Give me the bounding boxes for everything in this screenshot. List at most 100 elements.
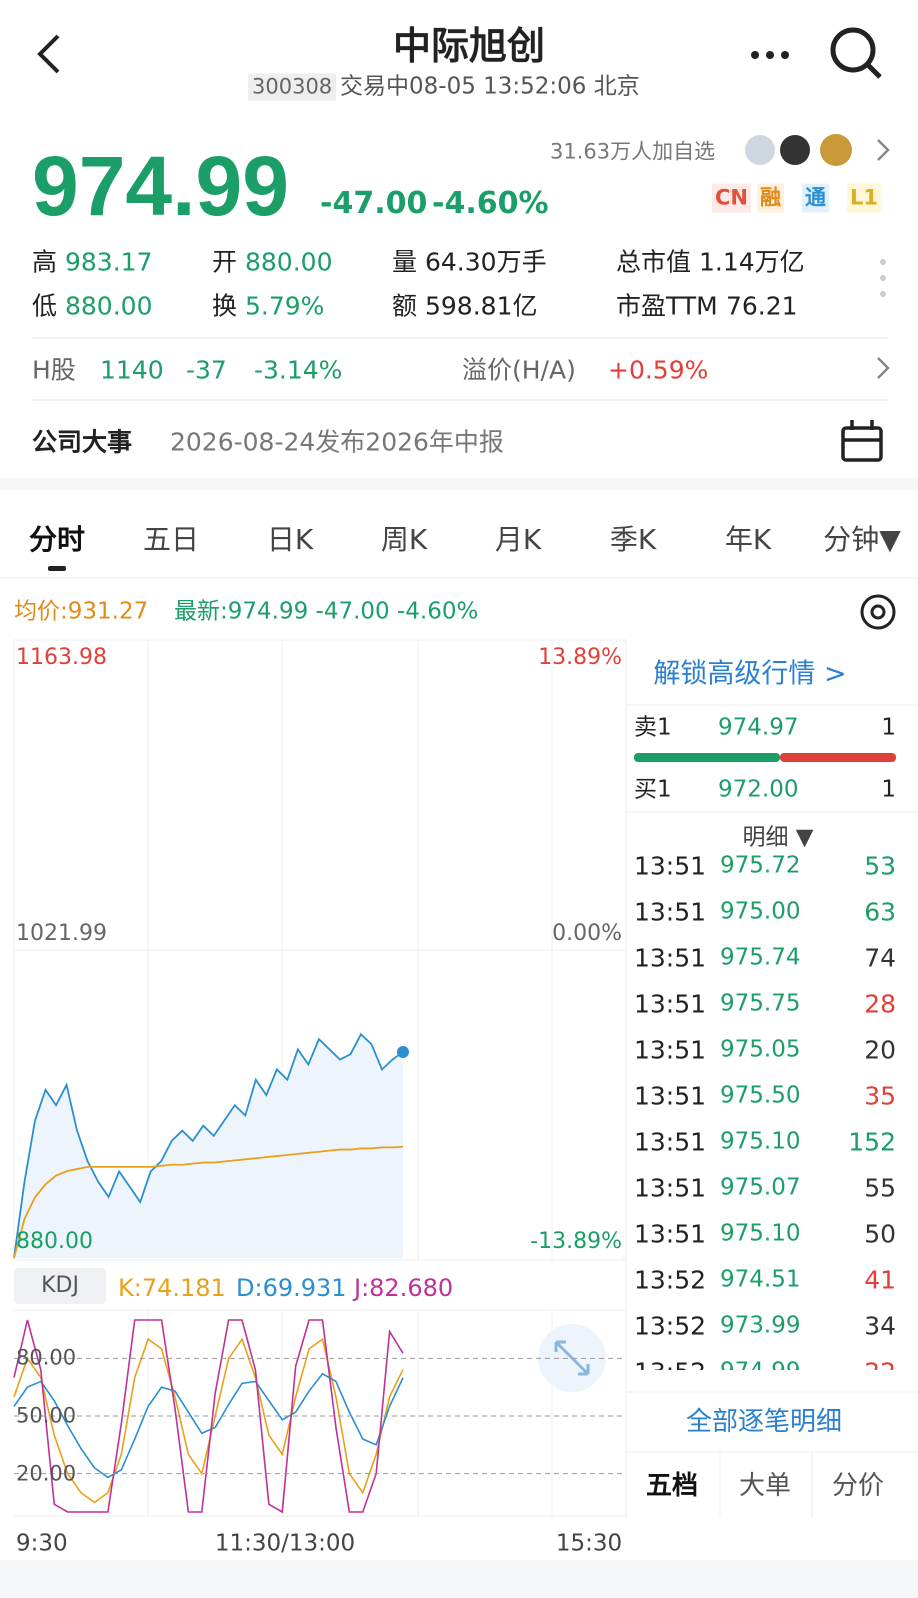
trade-price: 975.50 [720,1082,801,1109]
y2-tick-label: -13.89% [530,1229,622,1254]
watchers: 31.63万人加自选 [550,139,716,164]
change: -47.00 [320,186,428,221]
trade-time: 13:51 [634,1081,707,1111]
unlock-link[interactable]: 解锁高级行情 > [653,658,847,690]
trade-price: 975.00 [720,898,801,925]
h-share-price: 1140 [100,355,164,385]
stat-label: 低 [32,291,58,321]
chevron[interactable] [877,357,890,379]
tab[interactable]: 分时 [28,523,86,556]
stat-value: 983.17 [65,247,153,277]
change-pct: -4.60% [432,186,549,221]
tab[interactable]: 分钟▼ [823,523,901,556]
h-share-pct: -3.14% [254,355,343,385]
trade-volume: 20 [864,1035,896,1065]
latest-price: 最新:974.99 -47.00 -4.60% [174,598,479,625]
stat-value: 880.00 [65,291,153,321]
trade-price: 975.72 [720,852,801,879]
trade-time: 13:51 [634,897,707,927]
stat-value: 880.00 [245,247,333,277]
stat-value: 76.21 [726,291,798,321]
trade-volume: 74 [864,943,896,973]
kdj-line [13,1337,404,1504]
latest-dot [397,1045,409,1058]
buy-price: 972.00 [718,776,799,803]
stat-label: 市盈TTM [616,291,718,321]
trade-volume: 152 [848,1127,896,1157]
trade-volume: 35 [864,1081,896,1111]
tab[interactable]: 日K [266,523,314,556]
y-tick-label: 1163.98 [16,645,107,670]
trade-price: 975.10 [720,1128,801,1155]
sell-volume: 1 [881,714,896,741]
trade-time: 13:52 [634,1311,707,1341]
badge: CN [712,183,751,213]
calendar-icon[interactable] [841,420,883,462]
kdj-legend: K:74.181 [118,1274,226,1302]
stock-code: 300308 [248,73,337,101]
trade-volume: 63 [864,897,896,927]
y2-tick-label: 0.00% [552,921,622,946]
kdj-tick-label: 80.00 [16,1345,77,1370]
kdj-box[interactable] [14,1268,106,1304]
kdj-legend: D:69.931 [236,1274,347,1302]
chevron[interactable] [877,139,890,161]
stat-label: 换 [212,291,238,321]
trade-price: 975.07 [720,1174,801,1201]
avatars [745,134,852,166]
kdj-tick-label: 50.00 [16,1403,77,1428]
trade-time: 13:51 [634,1035,707,1065]
premium: +0.59% [608,355,709,385]
trade-price: 975.74 [720,944,801,971]
tab[interactable]: 五日 [142,523,200,556]
stat-label: 额 [392,291,418,321]
gap [0,478,918,490]
order-tab[interactable]: 大单 [738,1471,792,1501]
kdj-line [13,1319,404,1514]
trade-time: 13:51 [634,1127,707,1157]
price-area [14,1034,403,1258]
tab[interactable]: 季K [609,523,657,556]
x-tick-label: 9:30 [16,1530,68,1557]
avg-line [13,1145,404,1259]
price: 974.99 [32,139,289,233]
kdj-legend: J:82.680 [354,1274,454,1302]
price-line [13,1032,404,1259]
trade-price: 975.10 [720,1220,801,1247]
trade-time: 13:51 [634,851,707,881]
kdj-label[interactable]: KDJ [41,1273,79,1298]
y2-tick-label: 13.89% [538,645,622,670]
bottom-bar [0,1560,918,1598]
detail-menu[interactable]: 明细 ▼ [742,824,814,851]
tab[interactable]: 月K [494,523,542,556]
badge: 通 [802,183,829,213]
trade-price: 973.99 [720,1312,801,1339]
more-icon[interactable] [751,51,789,59]
order-tab[interactable]: 五档 [645,1471,699,1501]
status: 交易中08-05 13:52:06 北京 [340,73,640,100]
bid-bar [634,753,780,762]
trade-time: 13:51 [634,943,707,973]
trade-volume: 34 [864,1311,896,1341]
stat-value: 5.79% [245,291,325,321]
settings-icon[interactable] [860,594,896,630]
back-icon[interactable] [37,34,60,74]
order-tab[interactable]: 分价 [831,1471,885,1501]
menu-dots [880,259,886,297]
trade-volume: 41 [864,1265,896,1295]
trade-time: 13:52 [634,1360,706,1371]
tab[interactable]: 年K [724,523,772,556]
trade-time: 13:52 [634,1265,707,1295]
trade-price: 975.75 [720,990,801,1017]
search-icon[interactable] [830,27,882,79]
stat-label: 量 [392,247,418,277]
event-text[interactable]: 2026-08-24发布2026年中报 [170,427,504,457]
stat-value: 1.14万亿 [699,247,805,277]
tab[interactable]: 周K [380,523,428,556]
trade-list: 13:51 975.72 53 13:51 975.00 63 13:51 975.74 74 1… [614,840,904,1371]
trade-volume: 28 [864,989,896,1019]
y-tick-label: 1021.99 [16,921,107,946]
all-trades-link[interactable]: 全部逐笔明细 [685,1407,843,1437]
trade-price: 974.51 [720,1266,801,1293]
